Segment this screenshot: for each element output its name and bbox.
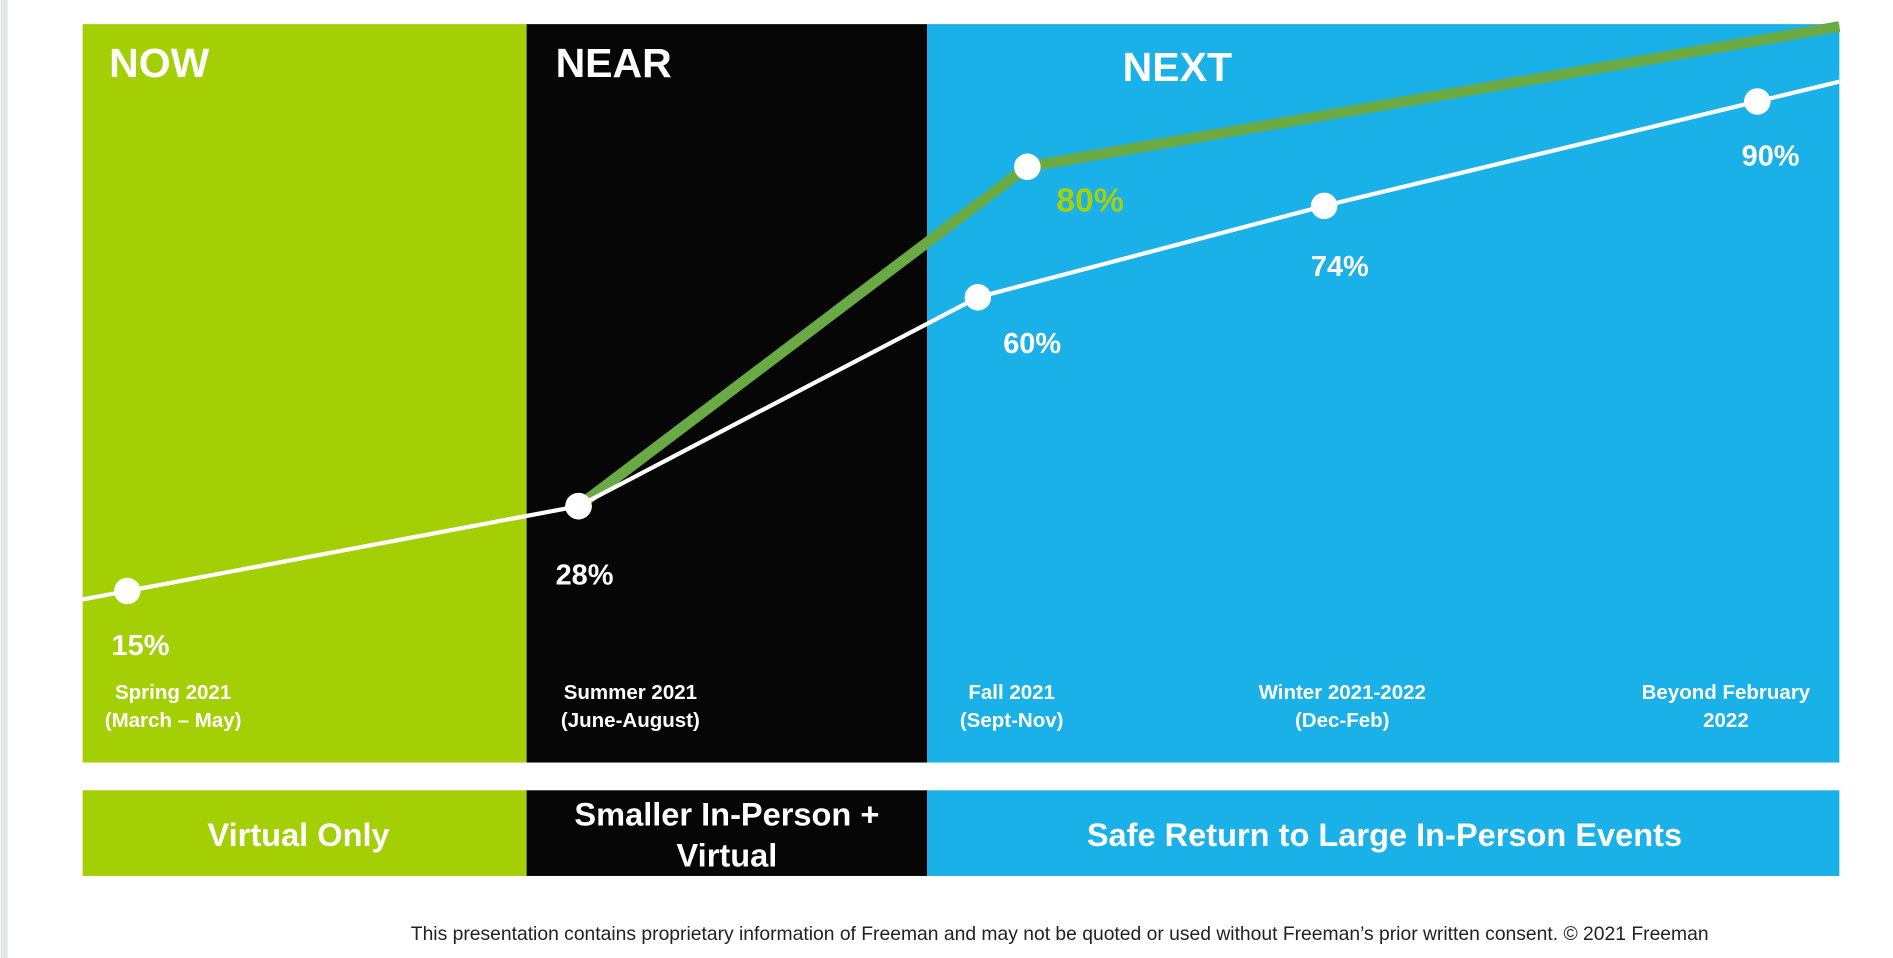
x-tick-label: Spring 2021 (March – May): [105, 681, 242, 732]
edge: [0, 0, 8, 958]
point: [964, 284, 992, 311]
x-tick-label: Summer 2021 (June-August): [561, 681, 700, 732]
panel-label: NEXT: [1123, 44, 1232, 90]
panel-label: NOW: [109, 40, 210, 86]
point: [113, 577, 141, 605]
phase-label: Smaller In-Person + Virtual: [574, 796, 879, 873]
data-label: 60%: [1003, 328, 1061, 360]
panel-now: [82, 24, 527, 763]
data-label: 90%: [1742, 140, 1800, 172]
point: [565, 492, 592, 520]
x-tick-label: Winter 2021-2022 (Dec-Feb): [1259, 681, 1426, 732]
data-label: 74%: [1311, 251, 1369, 283]
phase-label: Safe Return to Large In-Person Events: [1087, 817, 1682, 853]
line: [575, 162, 1031, 511]
footer: This presentation contains proprietary i…: [411, 924, 1709, 945]
data-label: 80%: [1056, 181, 1124, 219]
point: [1744, 88, 1771, 115]
phase-bar: [526, 790, 928, 876]
line-extension: [1756, 79, 1840, 104]
data-label: 15%: [112, 630, 170, 662]
phase-bar: [927, 790, 1840, 876]
line-extension: [1026, 21, 1841, 173]
point: [1014, 153, 1041, 181]
phase-label: Virtual Only: [207, 817, 389, 853]
point: [1310, 192, 1338, 220]
x-tick-label: Fall 2021 (Sept-Nov): [960, 681, 1064, 732]
panel-next: [927, 24, 1840, 763]
x-tick-label: Beyond February 2022: [1642, 681, 1811, 732]
phase-bar: [82, 790, 527, 876]
data-label: 28%: [556, 560, 614, 592]
panel-label: NEAR: [556, 40, 672, 86]
